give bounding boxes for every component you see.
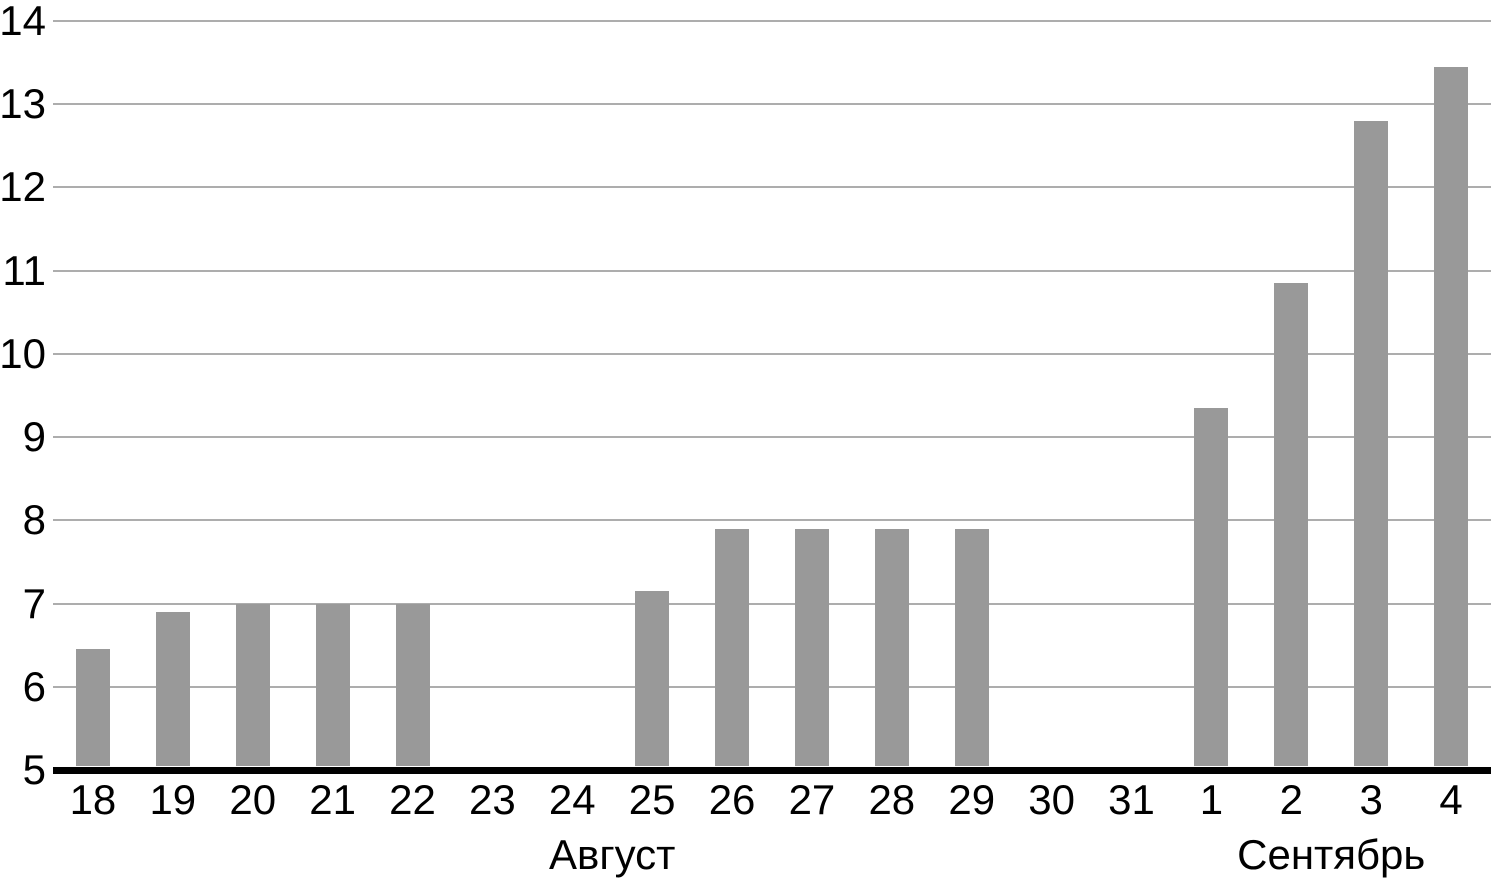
x-axis-tick-label: 18 bbox=[69, 776, 117, 823]
x-axis-tick-label: 1 bbox=[1199, 776, 1224, 823]
y-axis-tick-label: 6 bbox=[22, 662, 46, 710]
x-axis-tick-label: 21 bbox=[309, 776, 356, 823]
bar-day-3 bbox=[1354, 120, 1389, 767]
x-axis-tick-label: 20 bbox=[229, 776, 277, 823]
x-axis-tick-label: 25 bbox=[628, 776, 676, 823]
bar-day-25 bbox=[635, 591, 670, 767]
y-axis-tick-label: 12 bbox=[0, 163, 46, 211]
month-label: Сентябрь bbox=[1237, 831, 1426, 878]
y-axis-tick-label: 5 bbox=[22, 746, 46, 793]
y-gridline bbox=[53, 186, 1491, 189]
bar-day-28 bbox=[874, 528, 909, 767]
bar-day-27 bbox=[794, 528, 829, 767]
y-axis-tick-label: 10 bbox=[0, 329, 46, 377]
x-axis-tick-label: 27 bbox=[788, 776, 836, 823]
x-axis-tick-label: 3 bbox=[1359, 776, 1383, 823]
y-gridline bbox=[53, 352, 1491, 355]
bar-day-4 bbox=[1434, 66, 1469, 767]
y-gridline bbox=[53, 685, 1491, 688]
x-axis-tick-label: 22 bbox=[389, 776, 436, 823]
y-axis-tick-label: 7 bbox=[22, 579, 46, 627]
y-gridline bbox=[53, 519, 1491, 522]
bar-day-18 bbox=[75, 649, 110, 767]
y-gridline bbox=[53, 436, 1491, 439]
y-gridline bbox=[53, 269, 1491, 272]
bar-day-21 bbox=[315, 603, 350, 767]
y-gridline bbox=[53, 20, 1491, 22]
x-axis-tick-label: 4 bbox=[1439, 776, 1463, 823]
y-axis-tick-label: 9 bbox=[22, 413, 46, 461]
y-axis-tick-label: 14 bbox=[0, 0, 46, 44]
x-axis-tick-label: 30 bbox=[1028, 776, 1075, 823]
x-axis-tick-label: 2 bbox=[1279, 776, 1303, 823]
bar-day-29 bbox=[954, 528, 989, 767]
bar-day-20 bbox=[235, 603, 270, 767]
bar-day-22 bbox=[395, 603, 430, 767]
y-axis-tick-label: 8 bbox=[22, 496, 46, 544]
bar-day-19 bbox=[155, 611, 190, 767]
x-axis-line bbox=[53, 766, 1491, 774]
bar-day-26 bbox=[715, 528, 750, 767]
x-axis-tick-label: 26 bbox=[708, 776, 756, 823]
x-axis-tick-label: 24 bbox=[548, 776, 596, 823]
x-axis-tick-label: 19 bbox=[149, 776, 197, 823]
x-axis-tick-label: 31 bbox=[1108, 776, 1155, 823]
bar-day-2 bbox=[1274, 283, 1309, 767]
y-axis-tick-label: 13 bbox=[0, 80, 46, 128]
bar-day-1 bbox=[1194, 407, 1229, 767]
month-label: Август bbox=[549, 831, 676, 878]
y-axis-tick-label: 11 bbox=[2, 246, 46, 294]
x-axis-tick-label: 28 bbox=[868, 776, 916, 823]
y-gridline bbox=[53, 602, 1491, 605]
x-axis-tick-label: 29 bbox=[948, 776, 996, 823]
x-axis-tick-label: 23 bbox=[469, 776, 516, 823]
y-gridline bbox=[53, 103, 1491, 106]
